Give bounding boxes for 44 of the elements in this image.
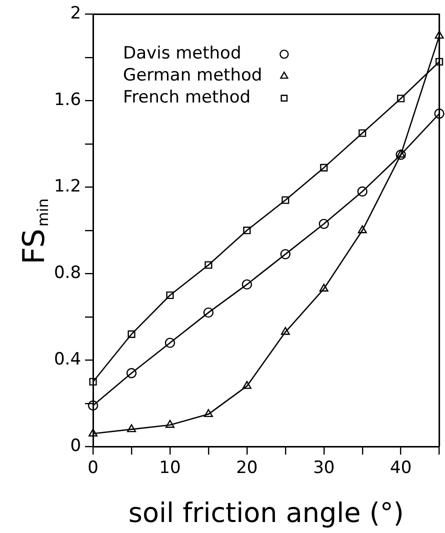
point (242, 279, 252, 290)
y-tick-label: 1.6 (54, 90, 82, 110)
point (320, 164, 328, 172)
point (282, 196, 290, 204)
legend-label: German method (123, 66, 262, 86)
point (126, 368, 137, 378)
point (434, 30, 444, 39)
y-tick-label: 0.4 (54, 350, 82, 370)
y-axis-title: FSmin (17, 198, 52, 264)
point (280, 326, 290, 335)
point (434, 108, 444, 119)
x-tick-label: 10 (159, 458, 181, 478)
point (128, 330, 136, 338)
point (319, 284, 328, 292)
x-tick-label: 20 (236, 458, 258, 478)
x-tick-label: 40 (390, 458, 412, 478)
legend-label: French method (123, 88, 251, 108)
y-tick-label: 2 (70, 4, 82, 24)
point (243, 226, 251, 234)
point (166, 291, 174, 300)
point (165, 420, 174, 428)
point (358, 225, 367, 234)
x-axis-title: soil friction angle (°) (128, 498, 404, 529)
y-tick-label: 0.8 (54, 263, 82, 284)
x-tick-label: 30 (313, 458, 335, 478)
point (88, 400, 98, 411)
legend-label: Davis method (123, 44, 242, 64)
point (436, 58, 444, 66)
point (318, 218, 329, 230)
point (127, 424, 136, 432)
point (242, 380, 252, 389)
point (164, 338, 176, 348)
point (280, 249, 291, 260)
point (357, 186, 368, 197)
point (203, 307, 214, 318)
point (397, 94, 405, 102)
y-tick-label: 1.2 (54, 176, 82, 197)
point (89, 378, 97, 386)
point (204, 409, 213, 418)
x-tick-label: 0 (88, 458, 98, 478)
point (358, 129, 366, 137)
point (88, 428, 98, 436)
y-tick-label: 0 (70, 436, 82, 456)
point (204, 261, 212, 269)
